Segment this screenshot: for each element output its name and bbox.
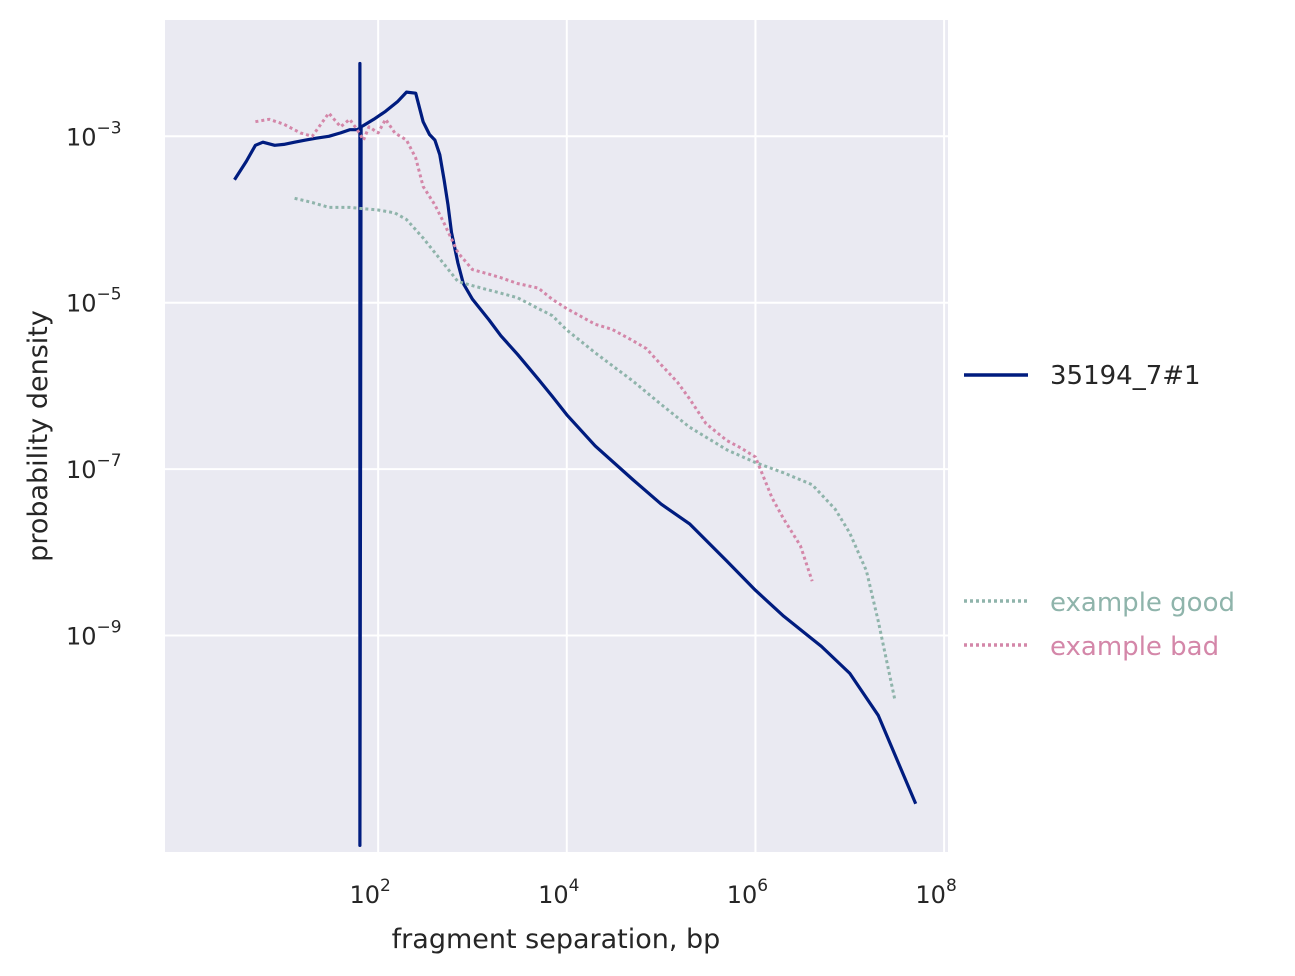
x-axis-label: fragment separation, bp xyxy=(392,924,721,955)
y-tick-labels: 10−3 10−5 10−7 10−9 xyxy=(66,118,122,650)
plot-lines xyxy=(233,61,918,848)
x-tick-label: 106 xyxy=(727,876,768,909)
plot-area xyxy=(165,20,948,852)
y-axis-label: probability density xyxy=(23,310,54,562)
y-tick-label: 10−9 xyxy=(66,618,122,651)
x-tick-labels: 102 104 106 108 xyxy=(349,876,956,909)
series-line-1 xyxy=(233,61,918,848)
legend: 35194_7#1 example good example bad xyxy=(964,361,1235,662)
y-tick-label: 10−5 xyxy=(66,285,122,318)
x-tick-label: 104 xyxy=(538,876,579,909)
legend-label-series-1: 35194_7#1 xyxy=(1050,361,1201,391)
series-line-3 xyxy=(255,111,814,582)
legend-label-series-3: example bad xyxy=(1050,632,1219,662)
y-tick-label: 10−7 xyxy=(66,451,122,484)
grid xyxy=(165,20,948,852)
series-line-2 xyxy=(294,196,897,700)
y-tick-label: 10−3 xyxy=(66,118,122,151)
legend-label-series-2: example good xyxy=(1050,588,1235,618)
x-tick-label: 108 xyxy=(915,876,956,909)
x-tick-label: 102 xyxy=(349,876,390,909)
